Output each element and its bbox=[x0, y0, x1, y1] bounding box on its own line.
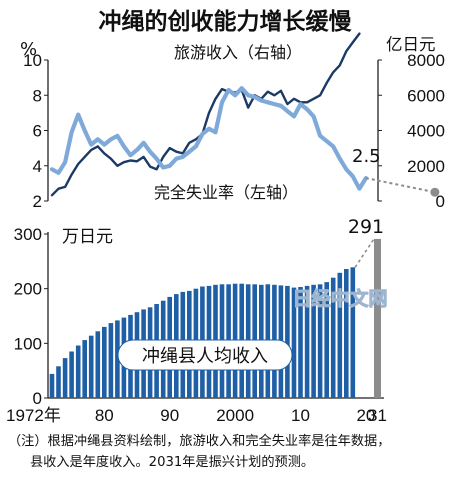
data-label-2031: 291 bbox=[348, 216, 384, 238]
x-tick-label-6: 31 bbox=[368, 406, 387, 425]
left-tick-label-3: 8 bbox=[33, 86, 42, 105]
x-tick-label-2: 90 bbox=[160, 406, 179, 425]
income-bars bbox=[49, 267, 356, 398]
bar-1980 bbox=[102, 326, 107, 398]
footnote: （注）根据冲绳县资料绘制，旅游收入和完全失业率是往年数据， 县收入是年度收入。2… bbox=[8, 431, 446, 473]
bar-1979 bbox=[95, 331, 101, 398]
bar-2014 bbox=[324, 282, 329, 398]
bar-unit-label: 万日元 bbox=[62, 227, 113, 247]
bar-2031-forecast bbox=[374, 238, 381, 398]
series-line-unemployment bbox=[49, 86, 368, 191]
bar-2015 bbox=[330, 277, 336, 398]
left-tick-label-1: 4 bbox=[33, 157, 42, 176]
bar-2017 bbox=[344, 269, 349, 398]
bar-y-tick-label-0: 0 bbox=[33, 389, 42, 408]
bar-2018 bbox=[350, 267, 356, 398]
right-tick-label-2: 4000 bbox=[407, 122, 445, 141]
bar-1976 bbox=[75, 345, 81, 398]
bar-2016 bbox=[337, 272, 343, 398]
watermark: 日经中文网 bbox=[292, 287, 387, 310]
annotation-forecast-unemployment: 2.5 bbox=[352, 146, 381, 167]
bar-chart-title: 冲绳县人均收入 bbox=[142, 346, 268, 367]
bar-1973 bbox=[56, 366, 61, 398]
bar-1977 bbox=[82, 340, 87, 398]
bar-2008 bbox=[285, 285, 290, 398]
bar-2012 bbox=[311, 284, 316, 398]
bar-1972 bbox=[49, 373, 55, 398]
left-tick-label-2: 6 bbox=[33, 122, 42, 141]
forecast-connector bbox=[354, 238, 375, 268]
bar-1978 bbox=[88, 335, 94, 398]
bar-2009 bbox=[291, 287, 297, 398]
bar-y-tick-label-2: 200 bbox=[14, 280, 42, 299]
bar-1974 bbox=[62, 358, 68, 398]
right-axis-unit: 亿日元 bbox=[386, 35, 436, 54]
bar-y-tick-label-3: 300 bbox=[14, 225, 42, 244]
x-tick-label-1: 80 bbox=[95, 406, 114, 425]
x-tick-label-5: 20 bbox=[356, 406, 375, 425]
right-tick-label-0: 0 bbox=[436, 192, 445, 211]
legend-tourism: 旅游收入（右轴） bbox=[174, 43, 302, 62]
series-line-tourism bbox=[50, 32, 361, 197]
bar-y-tick-label-1: 100 bbox=[14, 334, 42, 353]
bar-2013 bbox=[317, 284, 323, 398]
bar-title-pill bbox=[117, 339, 293, 371]
left-tick-label-4: 10 bbox=[23, 51, 42, 70]
bar-2010 bbox=[298, 287, 303, 398]
right-tick-label-1: 2000 bbox=[407, 157, 445, 176]
legend-unemployment: 完全失业率（左轴） bbox=[154, 183, 298, 202]
right-tick-label-4: 8000 bbox=[407, 51, 445, 70]
chart-title: 冲绳的创收能力增长缓慢 bbox=[99, 8, 353, 35]
top-axis-ticks: 2 4 6 8 10 0 2000 4000 6000 8000 bbox=[23, 51, 445, 211]
chart-figure: 冲绳的创收能力增长缓慢 % 亿日元 2468100200040006000800… bbox=[6, 8, 445, 425]
footnote-line-1: （注）根据冲绳县资料绘制，旅游收入和完全失业率是往年数据， bbox=[8, 434, 391, 449]
bar-1982 bbox=[115, 320, 120, 398]
bar-axis-ticks: 0 100 200 300 1972年 80 90 2000 10 2031 bbox=[6, 225, 387, 425]
right-tick-label-3: 6000 bbox=[407, 86, 445, 105]
x-tick-label-3: 2000 bbox=[216, 406, 254, 425]
bar-2011 bbox=[304, 285, 310, 398]
left-tick-label-0: 2 bbox=[33, 192, 42, 211]
left-axis-unit: % bbox=[20, 39, 37, 60]
footnote-line-2: 县收入是年度收入。2031年是振兴计划的预测。 bbox=[30, 455, 315, 470]
unemployment-forecast-dash bbox=[365, 177, 436, 194]
unemployment-forecast-point bbox=[430, 187, 440, 197]
bar-1981 bbox=[108, 323, 114, 398]
bar-1975 bbox=[69, 351, 74, 398]
x-tick-label-4: 10 bbox=[291, 406, 310, 425]
x-tick-label-0: 1972年 bbox=[6, 406, 61, 425]
